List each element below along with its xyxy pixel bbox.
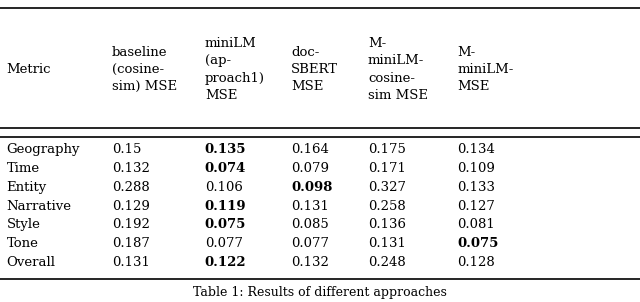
Text: Table 1: Results of different approaches: Table 1: Results of different approaches — [193, 286, 447, 299]
Text: Narrative: Narrative — [6, 200, 72, 213]
Text: proach1): proach1) — [205, 72, 265, 85]
Text: 0.187: 0.187 — [112, 237, 150, 250]
Text: baseline: baseline — [112, 46, 168, 59]
Text: 0.131: 0.131 — [112, 256, 150, 269]
Text: 0.074: 0.074 — [205, 162, 246, 175]
Text: 0.085: 0.085 — [291, 218, 329, 231]
Text: 0.122: 0.122 — [205, 256, 246, 269]
Text: 0.109: 0.109 — [458, 162, 495, 175]
Text: MSE: MSE — [291, 80, 324, 93]
Text: 0.131: 0.131 — [368, 237, 406, 250]
Text: doc-: doc- — [291, 46, 319, 59]
Text: 0.136: 0.136 — [368, 218, 406, 231]
Text: 0.127: 0.127 — [458, 200, 495, 213]
Text: Time: Time — [6, 162, 40, 175]
Text: 0.327: 0.327 — [368, 181, 406, 194]
Text: Style: Style — [6, 218, 40, 231]
Text: Entity: Entity — [6, 181, 47, 194]
Text: M-: M- — [368, 37, 387, 50]
Text: 0.192: 0.192 — [112, 218, 150, 231]
Text: 0.119: 0.119 — [205, 200, 246, 213]
Text: 0.131: 0.131 — [291, 200, 329, 213]
Text: 0.128: 0.128 — [458, 256, 495, 269]
Text: 0.288: 0.288 — [112, 181, 150, 194]
Text: 0.135: 0.135 — [205, 143, 246, 156]
Text: miniLM-: miniLM- — [458, 63, 514, 76]
Text: (ap-: (ap- — [205, 54, 231, 67]
Text: Tone: Tone — [6, 237, 38, 250]
Text: miniLM: miniLM — [205, 37, 257, 50]
Text: 0.075: 0.075 — [205, 218, 246, 231]
Text: 0.15: 0.15 — [112, 143, 141, 156]
Text: 0.248: 0.248 — [368, 256, 406, 269]
Text: 0.164: 0.164 — [291, 143, 329, 156]
Text: 0.081: 0.081 — [458, 218, 495, 231]
Text: SBERT: SBERT — [291, 63, 338, 76]
Text: 0.129: 0.129 — [112, 200, 150, 213]
Text: Geography: Geography — [6, 143, 80, 156]
Text: 0.132: 0.132 — [291, 256, 329, 269]
Text: MSE: MSE — [205, 89, 237, 102]
Text: 0.171: 0.171 — [368, 162, 406, 175]
Text: (cosine-: (cosine- — [112, 63, 164, 76]
Text: miniLM-: miniLM- — [368, 54, 424, 67]
Text: 0.134: 0.134 — [458, 143, 495, 156]
Text: 0.132: 0.132 — [112, 162, 150, 175]
Text: 0.106: 0.106 — [205, 181, 243, 194]
Text: 0.079: 0.079 — [291, 162, 329, 175]
Text: 0.133: 0.133 — [458, 181, 495, 194]
Text: 0.077: 0.077 — [291, 237, 329, 250]
Text: sim) MSE: sim) MSE — [112, 80, 177, 93]
Text: 0.098: 0.098 — [291, 181, 333, 194]
Text: 0.075: 0.075 — [458, 237, 499, 250]
Text: M-: M- — [458, 46, 476, 59]
Text: Metric: Metric — [6, 63, 51, 76]
Text: MSE: MSE — [458, 80, 490, 93]
Text: 0.258: 0.258 — [368, 200, 406, 213]
Text: sim MSE: sim MSE — [368, 89, 428, 102]
Text: Overall: Overall — [6, 256, 56, 269]
Text: 0.175: 0.175 — [368, 143, 406, 156]
Text: cosine-: cosine- — [368, 72, 415, 85]
Text: 0.077: 0.077 — [205, 237, 243, 250]
